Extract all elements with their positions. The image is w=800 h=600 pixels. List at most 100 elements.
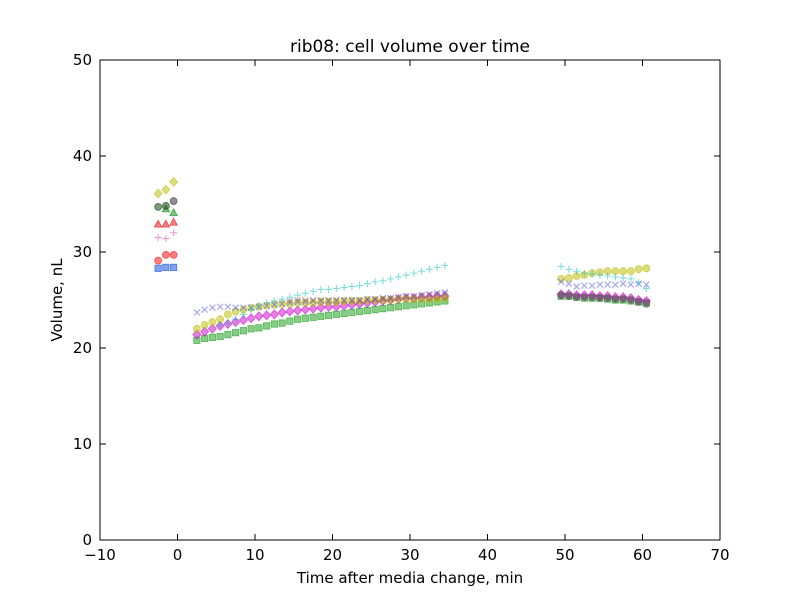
data-point xyxy=(588,293,597,302)
data-point xyxy=(564,292,573,301)
data-point xyxy=(596,271,604,279)
data-point xyxy=(169,217,179,226)
data-point xyxy=(433,263,441,271)
data-point xyxy=(309,296,317,304)
data-point xyxy=(332,297,340,305)
data-point xyxy=(208,333,216,342)
data-point xyxy=(340,297,348,305)
data-point xyxy=(232,315,240,323)
x-tick-label: 20 xyxy=(323,546,342,564)
data-point xyxy=(269,309,279,320)
data-point xyxy=(348,296,356,304)
data-point xyxy=(161,202,170,210)
data-point xyxy=(332,284,340,292)
data-point xyxy=(394,303,402,311)
data-point xyxy=(363,295,371,303)
data-point xyxy=(294,291,302,299)
data-point xyxy=(278,300,286,308)
data-point xyxy=(301,298,309,306)
data-point xyxy=(294,296,302,304)
data-point xyxy=(627,275,635,283)
data-point xyxy=(216,303,224,311)
data-point xyxy=(301,296,309,304)
chart-title: rib08: cell volume over time xyxy=(290,37,530,57)
data-point xyxy=(386,296,395,304)
data-point xyxy=(270,320,278,328)
data-point xyxy=(216,332,224,341)
data-point xyxy=(208,304,216,312)
data-point xyxy=(325,285,333,293)
data-point xyxy=(169,176,179,188)
data-point xyxy=(169,250,178,259)
data-point xyxy=(154,202,163,211)
data-point xyxy=(596,281,604,289)
data-point xyxy=(387,295,395,303)
data-point xyxy=(394,295,403,303)
data-point xyxy=(332,296,340,304)
data-point xyxy=(224,303,232,311)
data-point xyxy=(387,275,395,283)
data-point xyxy=(580,269,588,277)
data-point xyxy=(371,295,379,303)
y-axis-label: Volume, nL xyxy=(48,258,66,342)
data-point xyxy=(231,307,240,316)
data-point xyxy=(255,324,263,332)
data-point xyxy=(410,269,418,277)
data-point xyxy=(642,281,650,289)
data-point xyxy=(294,298,302,306)
data-point xyxy=(285,306,295,317)
data-point xyxy=(325,311,333,319)
data-point xyxy=(309,313,317,321)
data-point xyxy=(238,315,248,326)
data-point xyxy=(441,290,449,298)
data-point xyxy=(604,272,612,280)
y-tick-label: 20 xyxy=(73,339,92,357)
data-point xyxy=(162,235,170,243)
data-point xyxy=(410,293,418,301)
data-point xyxy=(378,296,387,304)
data-point xyxy=(619,295,628,303)
data-point xyxy=(325,296,333,304)
data-point xyxy=(300,304,310,315)
x-tick-label: 60 xyxy=(633,546,652,564)
data-point xyxy=(192,324,201,333)
data-point xyxy=(239,310,247,318)
data-point xyxy=(286,297,294,305)
data-point xyxy=(239,304,247,312)
data-point xyxy=(573,283,581,290)
data-point xyxy=(433,295,442,303)
data-point xyxy=(193,309,201,316)
data-point xyxy=(425,265,433,273)
data-point xyxy=(277,307,287,318)
y-tick-label: 0 xyxy=(82,531,92,549)
data-point xyxy=(626,296,635,304)
data-point xyxy=(201,306,209,313)
data-point xyxy=(278,295,286,303)
data-point xyxy=(363,296,371,304)
data-point xyxy=(340,309,348,318)
data-point xyxy=(387,294,395,302)
data-point xyxy=(153,219,163,228)
data-point xyxy=(317,285,325,293)
data-point xyxy=(216,321,224,329)
data-point xyxy=(611,273,619,281)
x-tick-label: 10 xyxy=(245,546,264,564)
x-tick-label: 50 xyxy=(555,546,574,564)
data-point xyxy=(278,319,286,327)
x-axis-label: Time after media change, min xyxy=(296,569,523,587)
data-point xyxy=(332,298,341,306)
data-point xyxy=(363,280,371,288)
data-point xyxy=(619,280,627,288)
data-point xyxy=(634,265,643,274)
data-point xyxy=(293,305,303,316)
data-point xyxy=(247,325,255,333)
data-point xyxy=(224,319,232,327)
data-point xyxy=(169,197,178,206)
data-point xyxy=(557,291,566,300)
data-point xyxy=(208,318,217,326)
data-point xyxy=(309,297,317,305)
data-point xyxy=(262,310,272,321)
data-point xyxy=(332,310,340,319)
data-point xyxy=(634,298,643,306)
data-point xyxy=(169,207,179,217)
